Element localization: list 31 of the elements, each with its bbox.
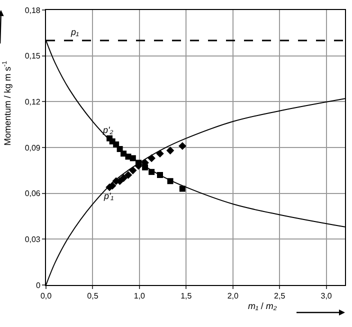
point (120, 174, 128, 182)
x-tick-label: 2,0 (227, 292, 239, 301)
y-tick-label: 0 (36, 280, 41, 290)
point (129, 166, 137, 174)
x-tick-label: 1,5 (180, 292, 192, 301)
x-tick-label: 3,0 (320, 292, 332, 301)
point (148, 154, 156, 162)
x-tick-label: 0,0 (40, 292, 52, 301)
point (166, 146, 174, 154)
point (148, 168, 155, 175)
x-tick-label: 1,0 (134, 292, 146, 301)
y-tick-label: 0,03 (24, 234, 41, 244)
y-tick-label: 0,06 (24, 189, 41, 198)
point (167, 178, 174, 184)
ref-line-label: p₁ (70, 27, 80, 37)
x-tick-label: 0,5 (87, 292, 99, 301)
point (179, 186, 186, 192)
x-axis-title: m₁ / m₂ (248, 301, 278, 311)
point (156, 150, 164, 158)
y-tick-label: 0,15 (24, 52, 41, 61)
point (113, 141, 120, 148)
point (156, 172, 163, 178)
y-tick-label: 0,18 (24, 6, 41, 15)
x-tick-label: 2,5 (274, 292, 286, 301)
y-tick-label: 0,09 (24, 143, 41, 152)
series-label: p'₁ (103, 191, 114, 201)
point (124, 171, 132, 179)
series-label: p'₂ (102, 125, 114, 135)
point (178, 142, 186, 150)
y-tick-label: 0,12 (24, 97, 41, 106)
point (130, 155, 136, 162)
